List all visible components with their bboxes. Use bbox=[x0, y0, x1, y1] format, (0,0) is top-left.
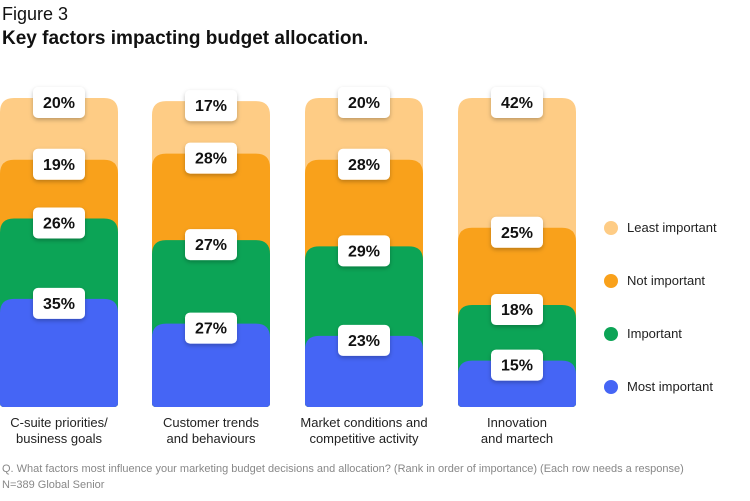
category-label-line: Market conditions and bbox=[300, 415, 428, 430]
data-label-box bbox=[491, 87, 543, 118]
legend-label: Least important bbox=[627, 220, 717, 235]
data-label: 15% bbox=[501, 358, 533, 375]
data-label: 42% bbox=[501, 95, 533, 112]
category-label-line: Innovation bbox=[487, 415, 547, 430]
chart-title: Key factors impacting budget allocation. bbox=[2, 28, 369, 49]
data-label-box bbox=[33, 87, 85, 118]
category-label-line: Customer trends bbox=[162, 415, 260, 430]
data-label: 27% bbox=[195, 237, 227, 254]
category-label-line: and martech bbox=[480, 431, 554, 446]
data-label: 28% bbox=[348, 157, 380, 174]
legend-item: Not important bbox=[604, 273, 705, 288]
footnote-sample: N=389 Global Senior bbox=[2, 479, 105, 491]
legend-label: Important bbox=[627, 326, 682, 341]
data-label: 17% bbox=[195, 98, 227, 115]
data-label-box bbox=[33, 148, 85, 180]
data-label: 19% bbox=[43, 157, 75, 174]
data-label-box bbox=[491, 216, 543, 248]
bar-segment-most-important bbox=[152, 323, 270, 407]
legend-item: Most important bbox=[604, 379, 713, 394]
data-label-box bbox=[338, 235, 390, 267]
data-label: 18% bbox=[501, 302, 533, 319]
category-label-line: and behaviours bbox=[166, 431, 256, 446]
footnote-question: Q. What factors most influence your mark… bbox=[2, 463, 684, 475]
data-label-box bbox=[185, 312, 237, 344]
legend-item: Least important bbox=[604, 220, 717, 235]
legend-swatch bbox=[604, 379, 618, 394]
data-label-box bbox=[491, 349, 543, 381]
bar-segment-most-important bbox=[458, 360, 576, 407]
data-label: 23% bbox=[348, 333, 380, 350]
data-label-box bbox=[33, 207, 85, 239]
legend-label: Not important bbox=[627, 273, 706, 288]
legend-swatch bbox=[604, 220, 618, 235]
data-label-box bbox=[185, 229, 237, 261]
data-label-box bbox=[338, 148, 390, 180]
data-label-box bbox=[185, 142, 237, 174]
data-label-box bbox=[338, 324, 390, 356]
data-label: 27% bbox=[195, 321, 227, 338]
data-label: 20% bbox=[348, 95, 380, 112]
data-label-box bbox=[185, 90, 237, 122]
data-label: 25% bbox=[501, 225, 533, 242]
legend-swatch bbox=[604, 273, 618, 288]
category-label: Customer trends and behaviours bbox=[136, 415, 286, 447]
category-label: Market conditions and competitive activit… bbox=[289, 415, 439, 447]
bar-segment-most-important bbox=[305, 335, 423, 407]
category-label-line: competitive activity bbox=[309, 431, 419, 446]
category-label: Innovation and martech bbox=[442, 415, 592, 447]
data-label-box bbox=[338, 87, 390, 118]
figure-label: Figure 3 bbox=[2, 4, 69, 24]
legend-swatch bbox=[604, 326, 618, 341]
category-label-line: business goals bbox=[16, 431, 102, 446]
data-label: 26% bbox=[43, 216, 75, 233]
bar-segment-most-important bbox=[0, 298, 118, 407]
data-label: 20% bbox=[43, 95, 75, 112]
category-label-line: C-suite priorities/ bbox=[10, 415, 108, 430]
legend-label: Most important bbox=[627, 379, 713, 394]
data-label: 29% bbox=[348, 243, 380, 260]
data-label: 35% bbox=[43, 296, 75, 313]
legend-item: Important bbox=[604, 326, 682, 341]
data-label-box bbox=[33, 287, 85, 319]
data-label: 28% bbox=[195, 151, 227, 168]
data-label-box bbox=[491, 294, 543, 326]
category-label: C-suite priorities/business goals bbox=[0, 415, 134, 447]
